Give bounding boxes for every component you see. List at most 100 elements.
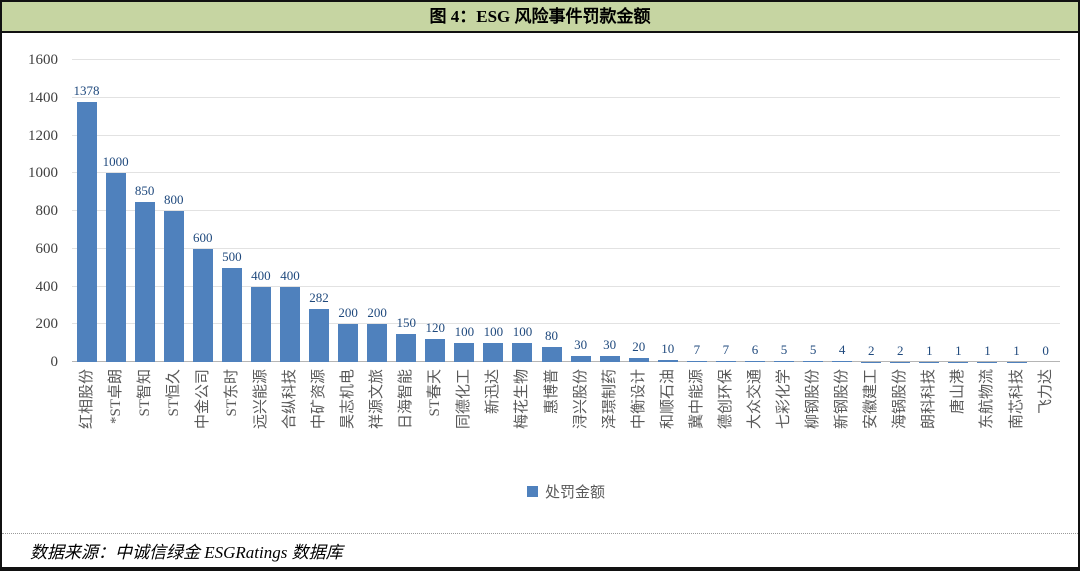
category-label-cell: 冀中能源	[682, 369, 711, 469]
bar-slot: 850	[130, 60, 159, 362]
category-label: *ST卓朗	[107, 369, 124, 425]
category-label-cell: 德创环保	[711, 369, 740, 469]
category-label: 日海智能	[398, 369, 415, 430]
gridline	[72, 134, 1060, 136]
category-label: 泽璟制药	[601, 369, 618, 430]
category-label: ST智知	[136, 369, 153, 417]
bar-slot: 80	[537, 60, 566, 362]
category-label: 柳钢股份	[805, 369, 822, 430]
category-label: 七彩化学	[776, 369, 793, 430]
y-tick-label: 400	[35, 278, 59, 295]
bar-slot: 282	[305, 60, 334, 362]
bar-value-label: 800	[163, 192, 184, 207]
category-label-cell: 飞力达	[1031, 369, 1060, 469]
bar-slot: 6	[740, 60, 769, 362]
bar-slot: 100	[508, 60, 537, 362]
bar-value-label: 4	[838, 342, 846, 358]
bar	[628, 358, 649, 362]
bar	[192, 248, 213, 362]
category-label-cell: 红相股份	[72, 369, 101, 469]
bar	[599, 356, 620, 362]
bar	[570, 356, 591, 362]
category-label-cell: 南芯科技	[1002, 369, 1031, 469]
category-label: 德创环保	[717, 369, 734, 430]
bar	[105, 173, 126, 362]
category-label-cell: 中矿资源	[305, 369, 334, 469]
bar-value-label: 1	[955, 342, 962, 358]
bar	[396, 333, 417, 362]
bar-value-label: 150	[396, 314, 416, 330]
bar	[774, 361, 795, 362]
bar-slot: 100	[479, 60, 508, 362]
category-label-cell: 同德化工	[450, 369, 479, 469]
bar-value-label: 20	[632, 339, 646, 355]
bar-value-label: 400	[280, 267, 300, 283]
category-label-cell: ST智知	[130, 369, 159, 469]
y-tick-label: 1400	[28, 89, 58, 106]
legend-label: 处罚金额	[544, 484, 605, 501]
category-label-cell: 日海智能	[392, 369, 421, 469]
bar	[454, 343, 475, 362]
category-label: 海锅股份	[892, 369, 909, 430]
bar	[76, 101, 97, 362]
bar-slot: 200	[334, 60, 363, 362]
bar-value-label: 850	[134, 182, 155, 198]
category-label-cell: 中衡设计	[624, 369, 653, 469]
bar-slot: 20	[624, 60, 653, 362]
bar-slot: 500	[217, 60, 246, 362]
category-label-cell: 浔兴股份	[566, 369, 595, 469]
bar	[483, 343, 504, 362]
legend: 处罚金额	[72, 481, 1060, 501]
bar-slot: 800	[159, 60, 188, 362]
bar	[657, 360, 678, 362]
bar	[803, 361, 824, 362]
gridline	[72, 59, 1060, 60]
bar-value-label: 1	[984, 342, 991, 358]
bar-value-label: 282	[309, 289, 329, 305]
bar-value-label: 80	[545, 327, 559, 343]
bar-slot: 150	[392, 60, 421, 362]
bar	[425, 339, 446, 362]
category-label: 远兴能源	[252, 369, 269, 430]
bar-slot: 7	[711, 60, 740, 362]
bar	[250, 286, 271, 362]
category-label: 新迅达	[485, 369, 502, 415]
bar-slot: 5	[799, 60, 828, 362]
data-source-text: 数据来源：中诚信绿金 ESGRatings 数据库	[30, 542, 343, 562]
bar-slot: 2	[886, 60, 915, 362]
bar-value-label: 10	[661, 341, 675, 357]
bar-slot: 400	[246, 60, 275, 362]
category-label: 中矿资源	[311, 369, 328, 430]
bar-value-label: 500	[222, 248, 242, 264]
category-label: 惠博普	[543, 369, 560, 415]
category-label: 东航物流	[979, 369, 996, 430]
category-label: 中衡设计	[630, 369, 647, 430]
category-label: 和顺石油	[659, 369, 676, 430]
category-label-cell: 七彩化学	[770, 369, 799, 469]
bar-slot: 2	[857, 60, 886, 362]
bar-slot: 1	[1002, 60, 1031, 362]
category-label-cell: 泽璟制药	[595, 369, 624, 469]
category-label-cell: 梅花生物	[508, 369, 537, 469]
category-label-cell: *ST卓朗	[101, 369, 130, 469]
category-label: 新钢股份	[834, 369, 851, 430]
category-label-cell: 中金公司	[188, 369, 217, 469]
bar-value-label: 1000	[102, 154, 129, 170]
bar	[832, 361, 853, 362]
category-label-cell: 新钢股份	[828, 369, 857, 469]
category-label-cell: 海锅股份	[886, 369, 915, 469]
category-label: 中金公司	[194, 369, 211, 430]
bar-value-label: 7	[693, 341, 701, 357]
category-label: 同德化工	[456, 369, 473, 430]
bar-value-label: 30	[574, 337, 588, 353]
bar	[338, 324, 359, 362]
gridline	[72, 172, 1060, 174]
bar-slot: 600	[188, 60, 217, 362]
y-tick-label: 200	[35, 316, 59, 333]
bar	[279, 286, 300, 362]
x-axis-line	[72, 361, 1060, 362]
category-label-cell: 朗科科技	[915, 369, 944, 469]
category-label-cell: 惠博普	[537, 369, 566, 469]
bar	[163, 211, 184, 362]
bar-value-label: 30	[603, 337, 617, 353]
